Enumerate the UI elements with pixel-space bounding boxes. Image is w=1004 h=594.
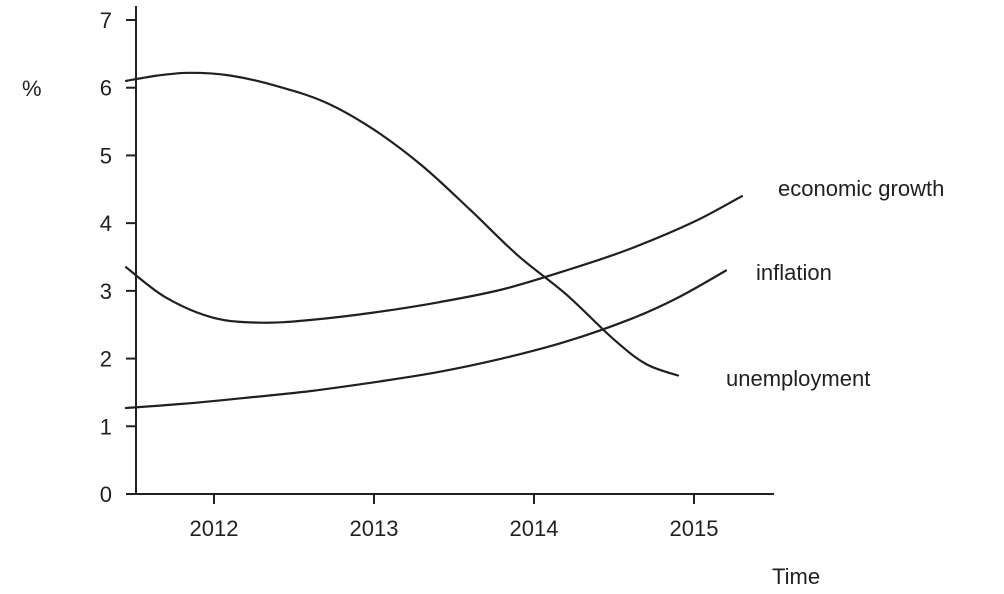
x-tick-label: 2015 [670,516,719,541]
y-tick-label: 6 [100,76,112,101]
y-tick-label: 4 [100,211,112,236]
series-label-unemployment: unemployment [726,366,870,391]
chart-series [124,71,744,410]
y-axis-ticks: 0 1 2 3 4 5 6 7 [100,8,136,507]
series-label-economic-growth: economic growth [778,176,944,201]
series-line-inflation [124,269,728,410]
y-tick-label: 7 [100,8,112,33]
y-tick-label: 0 [100,482,112,507]
y-tick-label: 5 [100,143,112,168]
series-line-unemployment [124,71,680,377]
series-line-economic-growth [124,195,744,324]
series-labels: economic growth inflation unemployment [726,176,944,391]
x-tick-label: 2013 [350,516,399,541]
y-tick-label: 2 [100,347,112,372]
y-tick-label: 1 [100,414,112,439]
x-tick-label: 2012 [190,516,239,541]
x-tick-label: 2014 [510,516,559,541]
x-axis-ticks: 2012 2013 2014 2015 [190,494,719,541]
y-tick-label: 3 [100,279,112,304]
y-axis-label: % [22,76,42,101]
chart-axes [126,6,774,495]
series-label-inflation: inflation [756,260,832,285]
x-axis-label: Time [772,564,820,589]
